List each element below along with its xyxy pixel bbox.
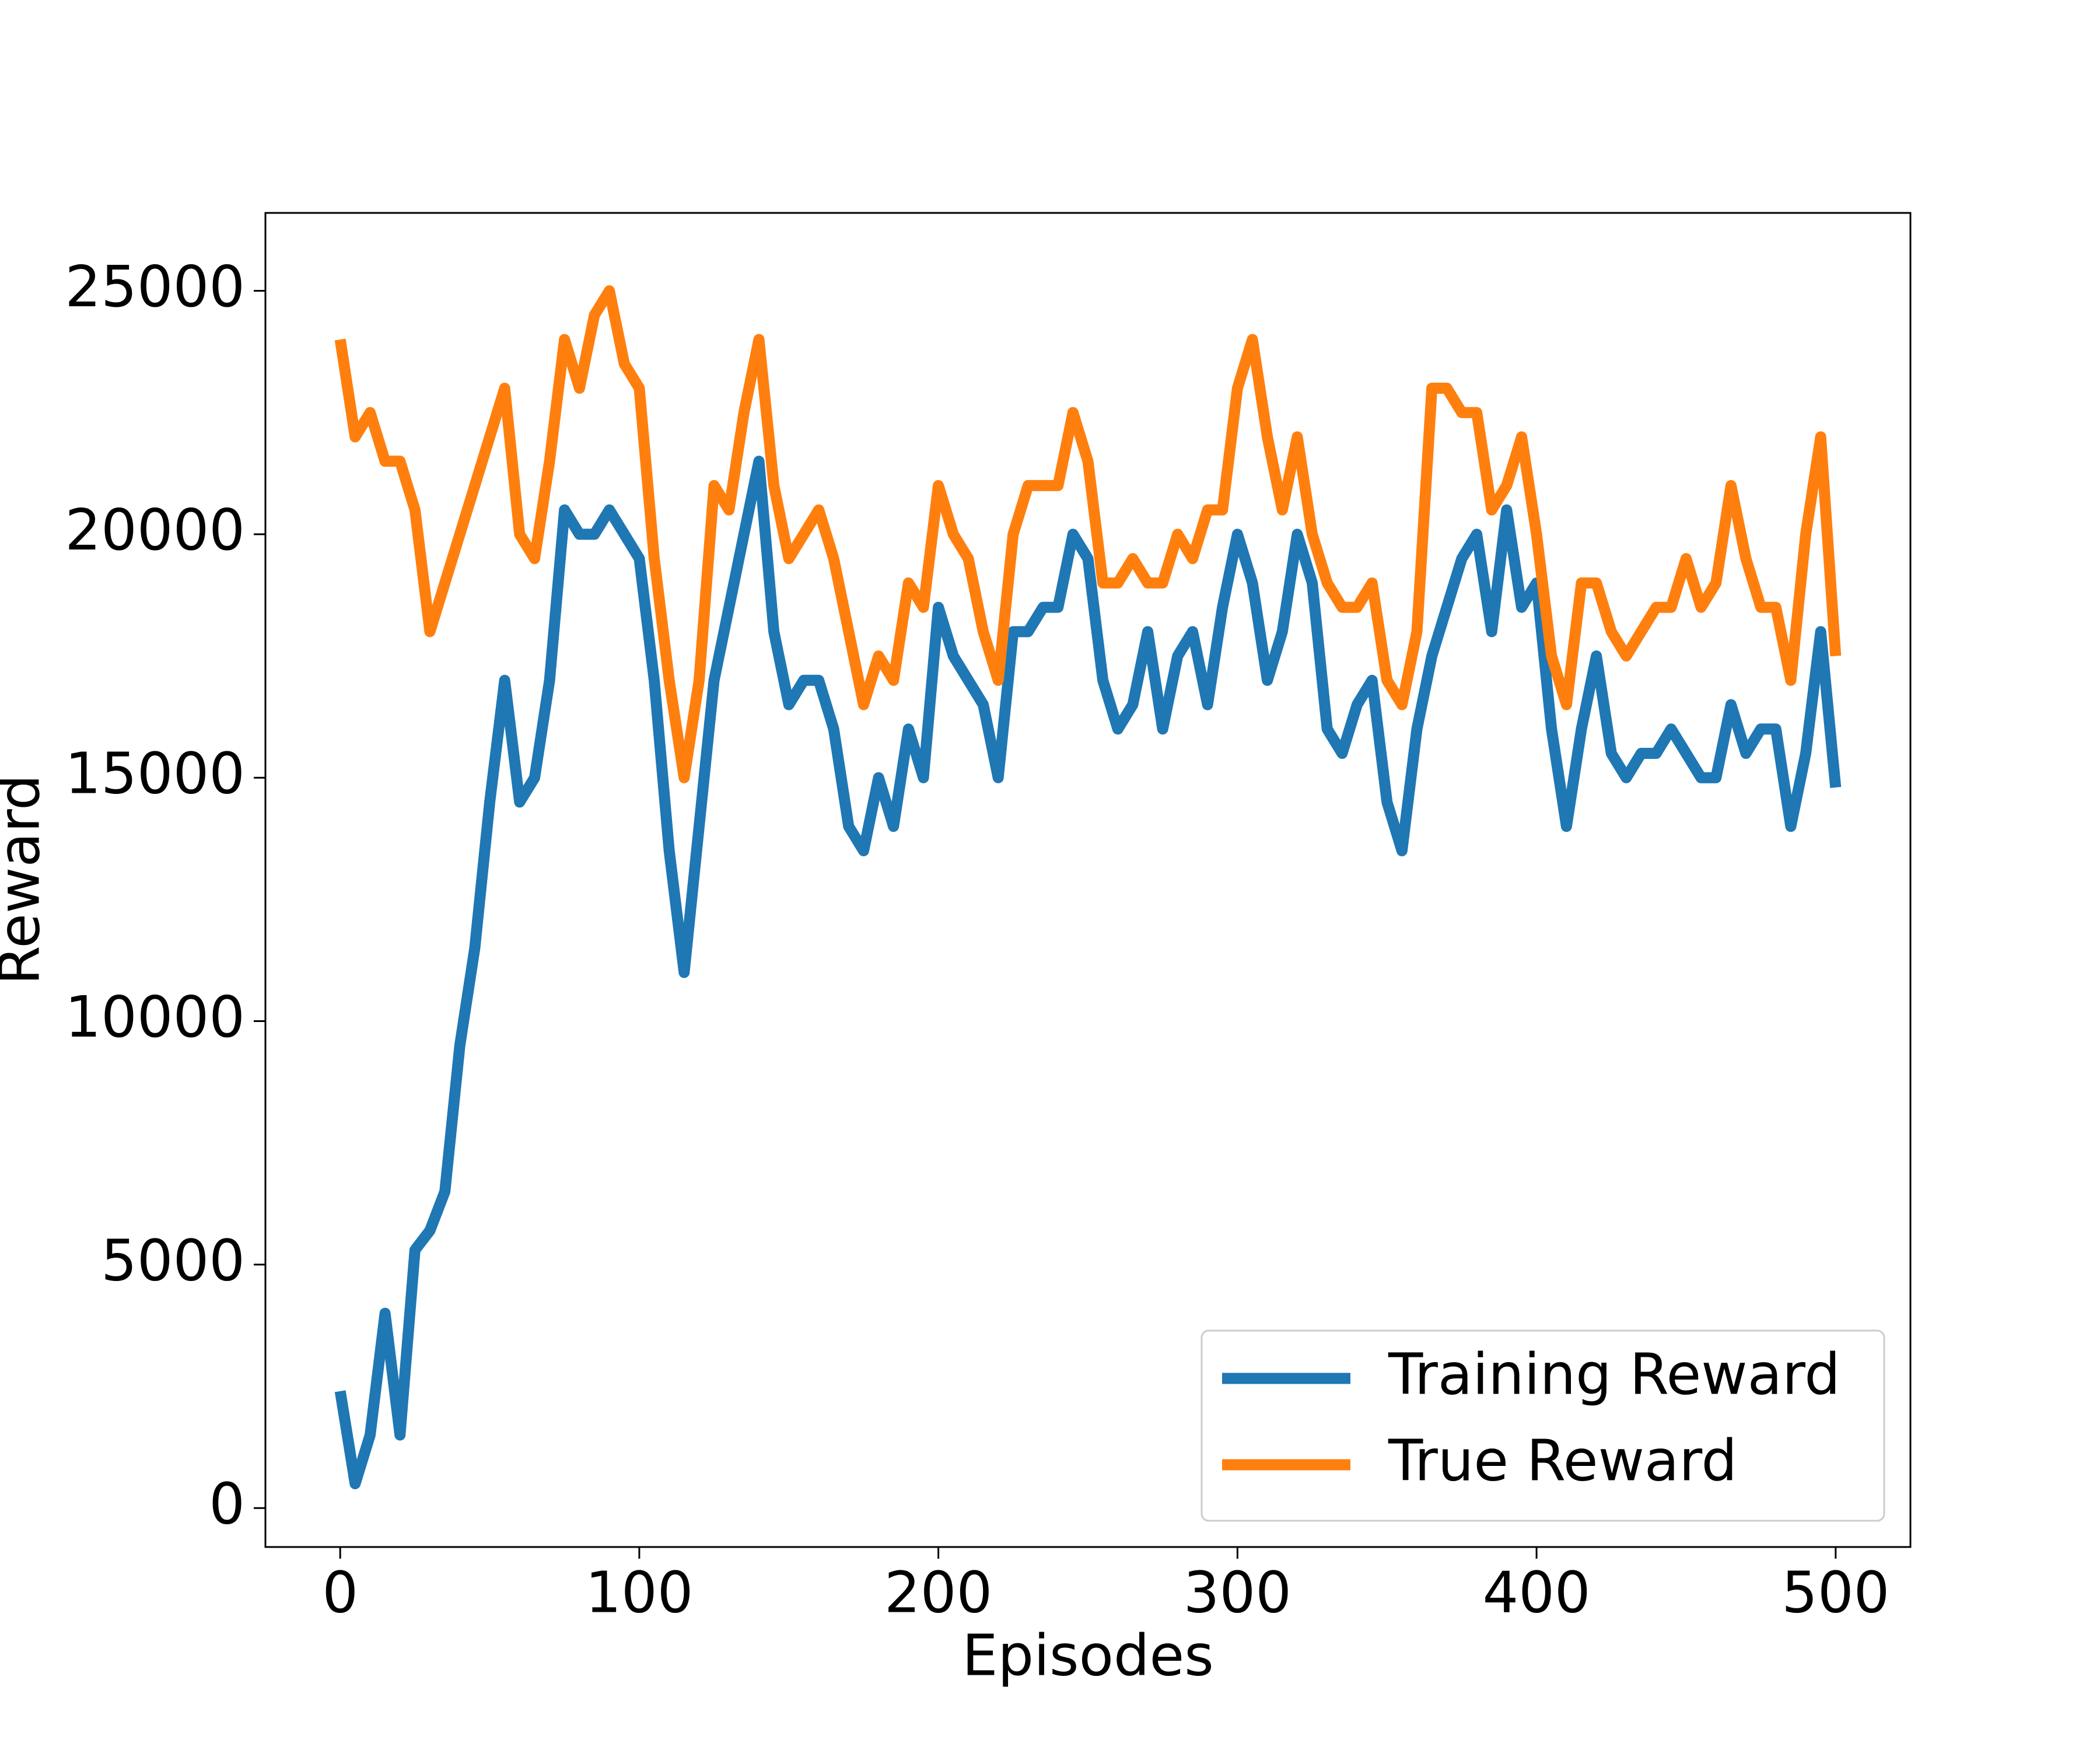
legend-label: True Reward bbox=[1388, 1427, 1737, 1493]
x-axis-label: Episodes bbox=[962, 1622, 1213, 1688]
y-tick-label: 15000 bbox=[65, 741, 245, 807]
y-tick-label: 10000 bbox=[65, 984, 245, 1050]
x-tick-label: 0 bbox=[322, 1559, 358, 1625]
y-tick-label: 25000 bbox=[65, 254, 245, 320]
line-series bbox=[334, 456, 1842, 1489]
legend-label: Training Reward bbox=[1388, 1341, 1840, 1407]
plot-frame bbox=[264, 212, 1912, 1548]
x-tick-label: 500 bbox=[1782, 1559, 1889, 1625]
y-tick-label: 0 bbox=[209, 1471, 245, 1537]
x-tick-label: 100 bbox=[585, 1559, 693, 1625]
line-series bbox=[334, 285, 1842, 783]
legend-box bbox=[1200, 1329, 1885, 1522]
x-tick-label: 300 bbox=[1184, 1559, 1292, 1625]
x-tick-label: 400 bbox=[1483, 1559, 1591, 1625]
y-axis-label: Reward bbox=[0, 774, 52, 985]
y-tick-label: 20000 bbox=[65, 497, 245, 563]
x-tick-label: 200 bbox=[884, 1559, 992, 1625]
y-tick-label: 5000 bbox=[101, 1227, 245, 1293]
